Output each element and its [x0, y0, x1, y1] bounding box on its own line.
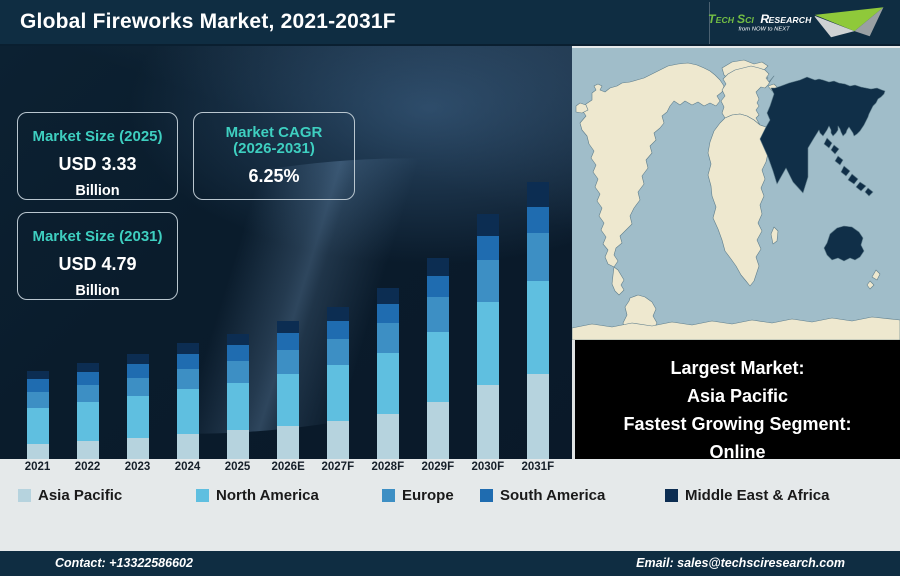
svg-text:S: S [737, 12, 745, 26]
svg-text:from NOW to NEXT: from NOW to NEXT [739, 27, 791, 33]
svg-text:ECH: ECH [716, 15, 735, 25]
svg-text:ESEARCH: ESEARCH [769, 15, 813, 25]
svg-text:CI: CI [745, 15, 754, 25]
